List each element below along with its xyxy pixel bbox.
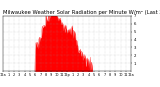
Text: Milwaukee Weather Solar Radiation per Minute W/m² (Last 24 Hours): Milwaukee Weather Solar Radiation per Mi… bbox=[3, 10, 160, 15]
